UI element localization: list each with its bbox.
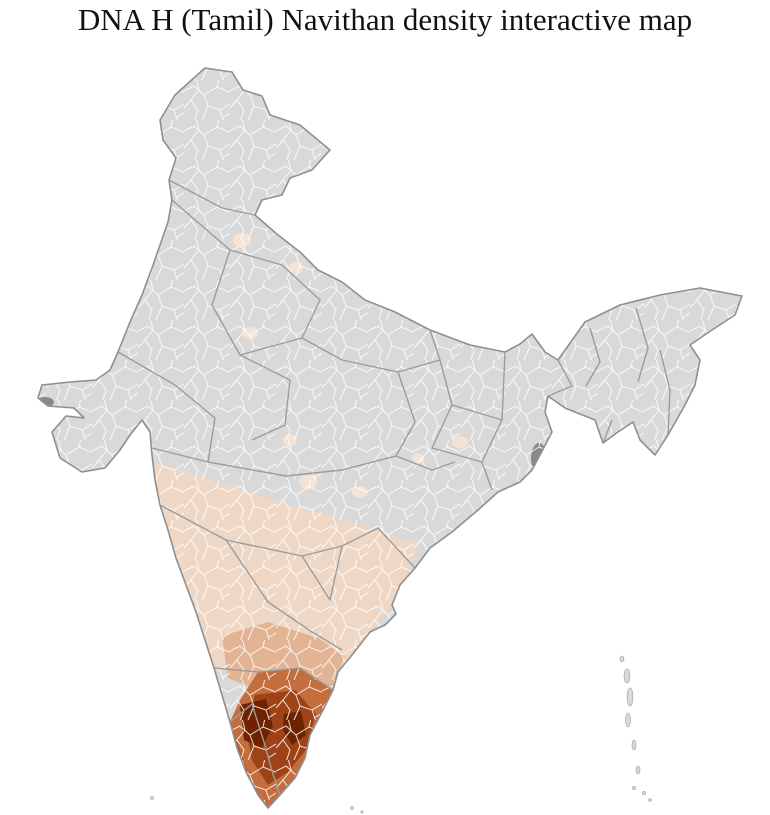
state-borders <box>117 179 671 796</box>
page-title: DNA H (Tamil) Navithan density interacti… <box>77 2 693 37</box>
andaman-nicobar-islands[interactable] <box>150 655 652 814</box>
india-outline <box>37 67 743 809</box>
